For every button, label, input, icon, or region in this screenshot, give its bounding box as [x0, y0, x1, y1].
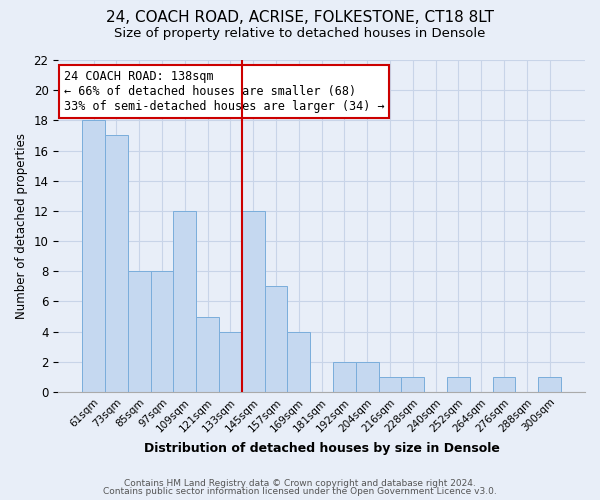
- Bar: [538, 377, 561, 392]
- Text: 24 COACH ROAD: 138sqm
← 66% of detached houses are smaller (68)
33% of semi-deta: 24 COACH ROAD: 138sqm ← 66% of detached …: [64, 70, 384, 113]
- Bar: [356, 362, 379, 392]
- Bar: [219, 332, 242, 392]
- Bar: [196, 316, 219, 392]
- Bar: [333, 362, 356, 392]
- Bar: [151, 271, 173, 392]
- Bar: [447, 377, 470, 392]
- Text: Contains public sector information licensed under the Open Government Licence v3: Contains public sector information licen…: [103, 487, 497, 496]
- Bar: [493, 377, 515, 392]
- Bar: [265, 286, 287, 392]
- Bar: [173, 211, 196, 392]
- Y-axis label: Number of detached properties: Number of detached properties: [15, 133, 28, 319]
- Bar: [287, 332, 310, 392]
- Bar: [128, 271, 151, 392]
- Bar: [401, 377, 424, 392]
- Bar: [242, 211, 265, 392]
- Text: Contains HM Land Registry data © Crown copyright and database right 2024.: Contains HM Land Registry data © Crown c…: [124, 478, 476, 488]
- Bar: [105, 136, 128, 392]
- Bar: [379, 377, 401, 392]
- Text: Size of property relative to detached houses in Densole: Size of property relative to detached ho…: [115, 28, 485, 40]
- Bar: [82, 120, 105, 392]
- Text: 24, COACH ROAD, ACRISE, FOLKESTONE, CT18 8LT: 24, COACH ROAD, ACRISE, FOLKESTONE, CT18…: [106, 10, 494, 25]
- X-axis label: Distribution of detached houses by size in Densole: Distribution of detached houses by size …: [144, 442, 500, 455]
